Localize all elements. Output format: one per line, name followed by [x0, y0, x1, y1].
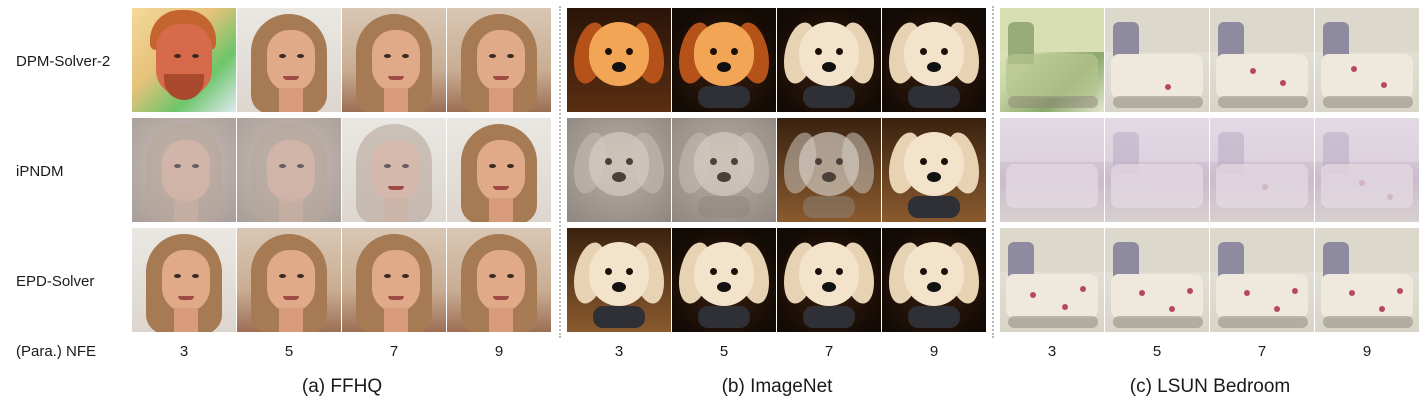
row-label-dpm-solver-2: DPM-Solver-2 — [16, 53, 111, 70]
ffhq-epd-solver-nfe-9 — [447, 228, 551, 332]
imagenet-nfe-5: 5 — [719, 343, 729, 360]
ffhq-epd-solver-nfe-5 — [237, 228, 341, 332]
ffhq-ipndm-nfe-3 — [132, 118, 236, 222]
lsun-epd-solver-nfe-7 — [1210, 228, 1314, 332]
lsun-ipndm-nfe-7 — [1210, 118, 1314, 222]
ffhq-ipndm-nfe-7 — [342, 118, 446, 222]
imagenet-ipndm-nfe-3 — [567, 118, 671, 222]
ffhq-nfe-3: 3 — [179, 343, 189, 360]
lsun-dpm-solver-2-nfe-7 — [1210, 8, 1314, 112]
lsun-ipndm-nfe-9 — [1315, 118, 1419, 222]
panel-separator-2 — [992, 6, 994, 338]
lsun-dpm-solver-2-nfe-5 — [1105, 8, 1209, 112]
lsun-epd-solver-nfe-5 — [1105, 228, 1209, 332]
lsun-nfe-5: 5 — [1152, 343, 1162, 360]
ffhq-epd-solver-nfe-3 — [132, 228, 236, 332]
lsun-dpm-solver-2-nfe-9 — [1315, 8, 1419, 112]
lsun-ipndm-nfe-5 — [1105, 118, 1209, 222]
ffhq-nfe-7: 7 — [389, 343, 399, 360]
lsun-nfe-7: 7 — [1257, 343, 1267, 360]
imagenet-nfe-9: 9 — [929, 343, 939, 360]
imagenet-epd-solver-nfe-5 — [672, 228, 776, 332]
lsun-epd-solver-nfe-9 — [1315, 228, 1419, 332]
row-label-ipndm: iPNDM — [16, 163, 64, 180]
imagenet-epd-solver-nfe-3 — [567, 228, 671, 332]
ffhq-dpm-solver-2-nfe-9 — [447, 8, 551, 112]
caption-imagenet: (b) ImageNet — [721, 376, 833, 397]
lsun-epd-solver-nfe-3 — [1000, 228, 1104, 332]
imagenet-dpm-solver-2-nfe-7 — [777, 8, 881, 112]
imagenet-dpm-solver-2-nfe-5 — [672, 8, 776, 112]
ffhq-epd-solver-nfe-7 — [342, 228, 446, 332]
lsun-nfe-3: 3 — [1047, 343, 1057, 360]
imagenet-ipndm-nfe-7 — [777, 118, 881, 222]
caption-ffhq: (a) FFHQ — [301, 376, 383, 397]
imagenet-nfe-7: 7 — [824, 343, 834, 360]
row-label-epd-solver: EPD-Solver — [16, 273, 95, 290]
lsun-ipndm-nfe-3 — [1000, 118, 1104, 222]
ffhq-dpm-solver-2-nfe-5 — [237, 8, 341, 112]
caption-lsun-bedroom: (c) LSUN Bedroom — [1129, 376, 1291, 397]
ffhq-nfe-9: 9 — [494, 343, 504, 360]
lsun-nfe-9: 9 — [1362, 343, 1372, 360]
ffhq-dpm-solver-2-nfe-3 — [132, 8, 236, 112]
ffhq-dpm-solver-2-nfe-7 — [342, 8, 446, 112]
ffhq-ipndm-nfe-9 — [447, 118, 551, 222]
imagenet-nfe-3: 3 — [614, 343, 624, 360]
panel-separator-1 — [559, 6, 561, 338]
lsun-dpm-solver-2-nfe-3 — [1000, 8, 1104, 112]
ffhq-ipndm-nfe-5 — [237, 118, 341, 222]
nfe-row-label: (Para.) NFE — [16, 343, 97, 360]
imagenet-ipndm-nfe-9 — [882, 118, 986, 222]
imagenet-dpm-solver-2-nfe-3 — [567, 8, 671, 112]
imagenet-dpm-solver-2-nfe-9 — [882, 8, 986, 112]
ffhq-nfe-5: 5 — [284, 343, 294, 360]
imagenet-ipndm-nfe-5 — [672, 118, 776, 222]
imagenet-epd-solver-nfe-9 — [882, 228, 986, 332]
imagenet-epd-solver-nfe-7 — [777, 228, 881, 332]
